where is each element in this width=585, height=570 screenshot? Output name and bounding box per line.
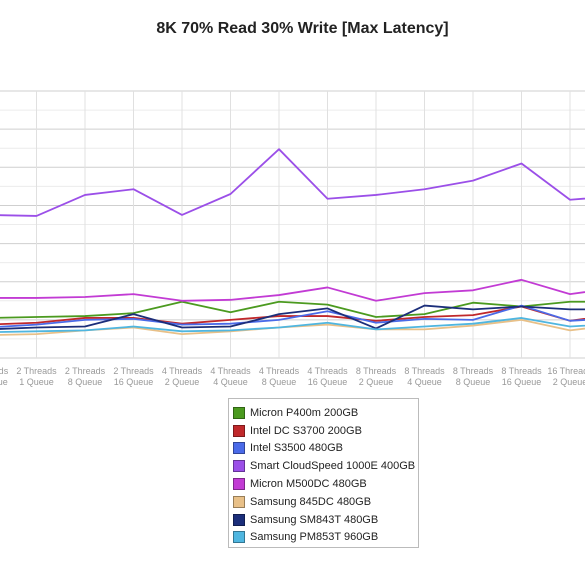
legend-label: Micron M500DC 480GB [250, 478, 367, 491]
legend-swatch [233, 495, 245, 508]
series-line [0, 300, 585, 319]
chart-title: 8K 70% Read 30% Write [Max Latency] [156, 20, 449, 37]
x-tick-label: 16 Threads [547, 366, 585, 376]
legend-swatch [233, 460, 245, 473]
x-tick-label: 1 Threads [0, 366, 9, 376]
x-tick-label: 16 Queue [0, 377, 8, 387]
x-tick-label: 2 Queue [359, 377, 394, 387]
series-line [0, 278, 585, 302]
x-tick-label: 4 Threads [307, 366, 348, 376]
legend-label: Samsung PM853T 960GB [250, 531, 379, 544]
x-tick-label: 8 Queue [456, 377, 491, 387]
series-line [0, 148, 585, 217]
legend-swatch [233, 442, 245, 455]
legend-label: Intel DC S3700 200GB [250, 424, 362, 437]
legend-item: Smart CloudSpeed 1000E 400GB [233, 457, 418, 475]
legend-swatch [233, 531, 245, 544]
x-tick-label: 2 Threads [65, 366, 106, 376]
x-tick-label: 16 Queue [308, 377, 348, 387]
x-tick-label: 16 Queue [114, 377, 154, 387]
x-tick-label: 2 Threads [113, 366, 154, 376]
legend-item: Intel DC S3700 200GB [233, 422, 418, 440]
legend-label: Samsung SM843T 480GB [250, 513, 379, 526]
series-line [0, 304, 585, 330]
legend-label: Samsung 845DC 480GB [250, 495, 372, 508]
x-tick-label: 8 Threads [453, 366, 494, 376]
x-tick-label: 2 Queue [165, 377, 200, 387]
x-tick-label: 4 Threads [259, 366, 300, 376]
series-line [0, 318, 585, 336]
x-tick-label: 1 Queue [19, 377, 54, 387]
legend-swatch [233, 513, 245, 526]
legend-label: Smart CloudSpeed 1000E 400GB [250, 460, 416, 473]
series-line [0, 304, 585, 328]
chart-series-lines [0, 148, 585, 336]
x-tick-label: 8 Threads [356, 366, 397, 376]
x-tick-label: 8 Threads [501, 366, 542, 376]
x-tick-label: 8 Queue [262, 377, 297, 387]
legend-swatch [233, 478, 245, 491]
x-tick-label: 16 Queue [502, 377, 542, 387]
legend-swatch [233, 406, 245, 419]
legend-item: Samsung 845DC 480GB [233, 493, 418, 511]
x-tick-label: 8 Threads [404, 366, 445, 376]
legend-item: Samsung SM843T 480GB [233, 511, 418, 529]
legend-item: Intel S3500 480GB [233, 440, 418, 458]
chart-grid [0, 90, 585, 359]
x-tick-label: 4 Threads [162, 366, 203, 376]
legend-item: Samsung PM853T 960GB [233, 529, 418, 547]
x-tick-label: 2 Queue [553, 377, 585, 387]
legend-item: Micron M500DC 480GB [233, 475, 418, 493]
series-line [0, 317, 585, 333]
legend-item: Micron P400m 200GB [233, 404, 418, 422]
legend-label: Intel S3500 480GB [250, 442, 343, 455]
x-tick-label: 4 Queue [407, 377, 442, 387]
x-tick-label: 8 Queue [68, 377, 103, 387]
legend-label: Micron P400m 200GB [250, 406, 359, 419]
x-tick-label: 4 Threads [210, 366, 251, 376]
chart-legend: Micron P400m 200GB Intel DC S3700 200GB In… [228, 398, 419, 548]
legend-swatch [233, 424, 245, 437]
x-tick-label: 2 Threads [16, 366, 57, 376]
x-tick-label: 4 Queue [213, 377, 248, 387]
